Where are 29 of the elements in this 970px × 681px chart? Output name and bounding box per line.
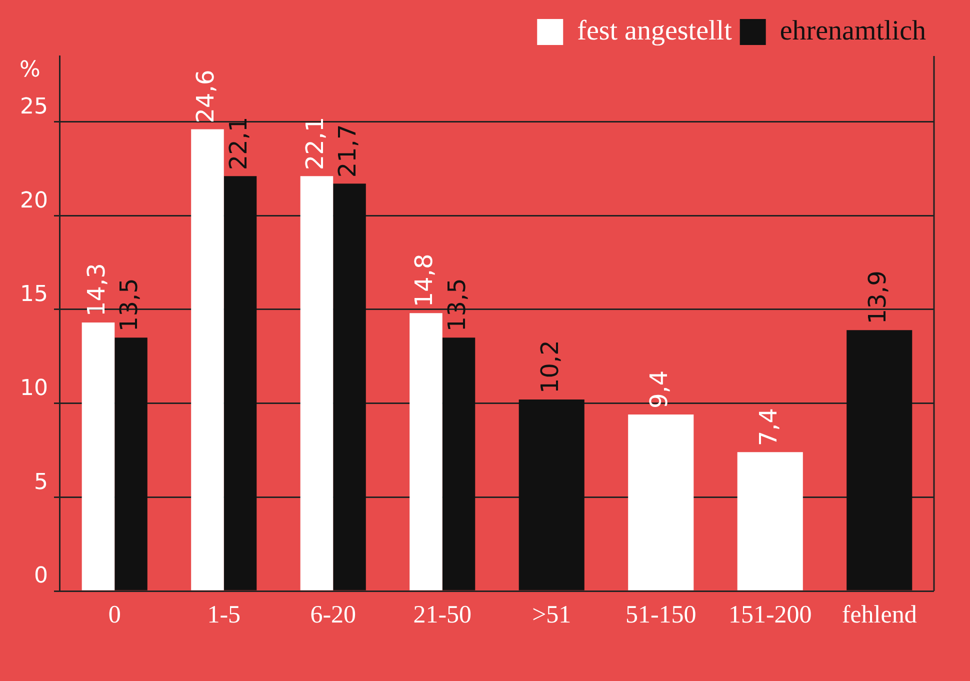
x-tick-label: 151-200 <box>728 602 812 629</box>
data-label: 14,8 <box>410 254 438 308</box>
data-label: 24,6 <box>192 70 220 124</box>
y-tick-label: 25 <box>20 94 48 120</box>
data-label: 14,3 <box>82 263 110 317</box>
legend-label: fest angestellt <box>577 15 732 46</box>
data-label: 22,1 <box>224 116 252 170</box>
y-tick-label: 20 <box>20 188 48 214</box>
data-label: 22,1 <box>300 116 329 170</box>
x-tick-label: 51-150 <box>625 602 696 629</box>
data-label: 9,4 <box>645 370 674 409</box>
x-tick-label: 21-50 <box>413 602 472 629</box>
x-tick-label: 6-20 <box>310 602 356 629</box>
x-tick-label: 1-5 <box>207 602 241 629</box>
y-axis-title: % <box>20 58 40 83</box>
x-tick-label: fehlend <box>842 602 918 629</box>
data-label: 13,5 <box>442 278 471 332</box>
data-label: 13,9 <box>864 270 892 324</box>
legend-label: ehrenamtlich <box>780 15 926 46</box>
data-label: 21,7 <box>334 124 362 178</box>
x-tick-label: >51 <box>532 602 572 629</box>
y-tick-label: 0 <box>34 564 48 589</box>
y-tick-label: 15 <box>20 282 48 308</box>
data-label: 10,2 <box>536 340 564 394</box>
x-tick-label: 0 <box>108 602 121 629</box>
data-label: 7,4 <box>754 408 782 446</box>
y-tick-label: 10 <box>20 376 48 401</box>
y-tick-label: 5 <box>34 470 48 495</box>
data-label: 13,5 <box>115 278 144 332</box>
